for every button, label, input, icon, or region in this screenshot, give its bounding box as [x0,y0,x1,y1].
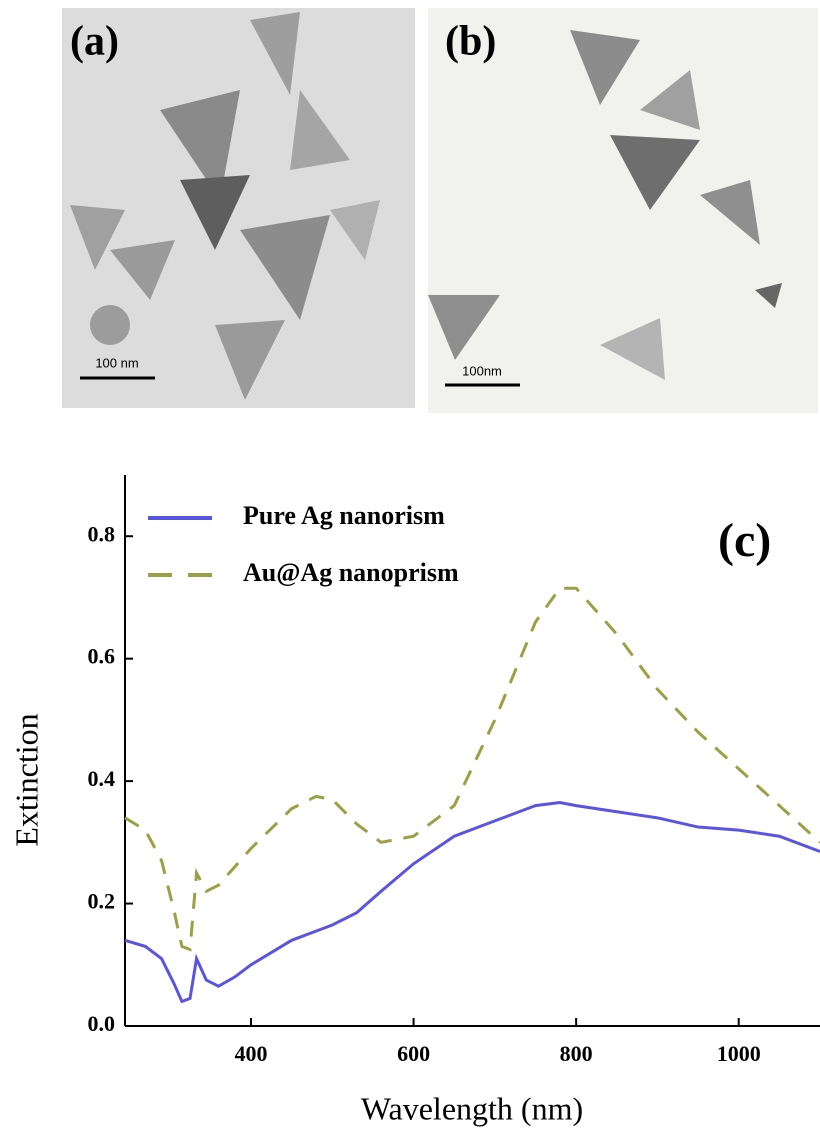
x-axis-label: Wavelength (nm) [361,1090,583,1126]
panel-label: (b) [445,19,496,65]
y-axis-label: Extinction [8,713,44,846]
x-tick-label: 800 [560,1041,593,1066]
series-line [125,803,820,1002]
page: 100 nm (a) 100nm (b) (c) Wavelength (nm)… [0,0,820,1146]
scale-bar-label: 100nm [462,363,502,378]
x-tick-label: 1000 [717,1041,761,1066]
y-tick-label: 0.8 [88,521,116,546]
scale-bar-label: 100 nm [95,355,138,370]
y-tick-label: 0.2 [88,889,116,914]
legend-label: Pure Ag nanorism [243,501,445,530]
series-line [125,588,820,949]
tem-image-a: 100 nm (a) [62,8,415,408]
x-tick-label: 600 [397,1041,430,1066]
x-tick-label: 400 [234,1041,267,1066]
legend-label: Au@Ag nanoprism [243,558,459,587]
y-tick-label: 0.4 [88,766,116,791]
tem-image-b: 100nm (b) [428,8,818,413]
y-tick-label: 0.0 [88,1011,116,1036]
panel-label: (a) [70,19,119,65]
y-tick-label: 0.6 [88,644,116,669]
panel-annotation: (c) [718,514,771,567]
figure: 100 nm (a) 100nm (b) (c) Wavelength (nm)… [0,0,820,1141]
